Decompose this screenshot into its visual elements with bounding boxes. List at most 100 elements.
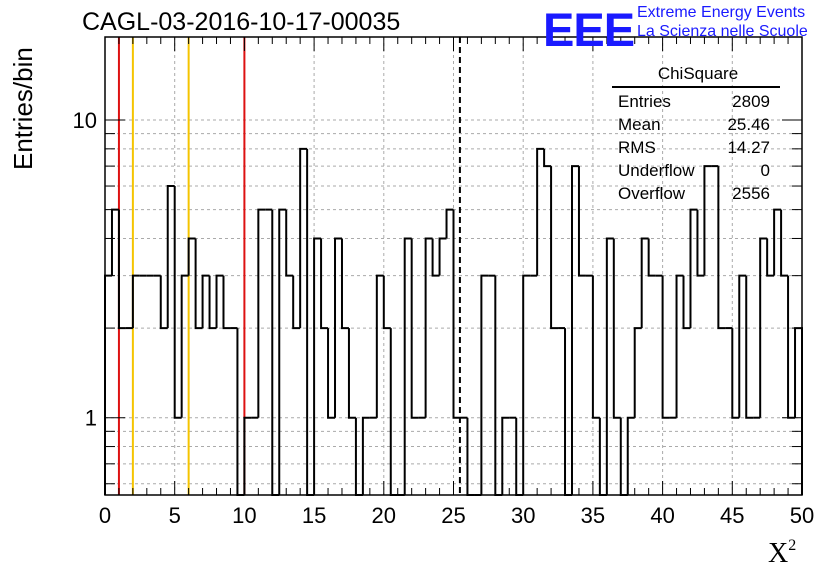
x-tick-label: 5: [169, 503, 181, 528]
stats-value: 0: [760, 161, 770, 180]
stats-label: Mean: [618, 115, 661, 134]
histogram-bin: [696, 209, 705, 277]
histogram-bin: [494, 275, 503, 496]
x-tick-label: 0: [99, 503, 111, 528]
histogram-bin: [215, 274, 224, 329]
histogram-bin: [452, 209, 461, 419]
histogram-bin: [570, 165, 579, 495]
logo-line-2: La Scienza nelle Scuole: [637, 23, 808, 40]
histogram-bin: [766, 238, 775, 277]
stats-label: RMS: [618, 138, 656, 157]
histogram-bin: [389, 328, 398, 496]
histogram-bin: [285, 209, 294, 277]
x-tick-label: 40: [650, 503, 674, 528]
stats-value: 14.27: [727, 138, 770, 157]
histogram-bin: [640, 237, 649, 329]
x-axis-label-text: X: [768, 538, 789, 569]
stats-divider: [612, 86, 780, 88]
histogram-bin: [271, 209, 280, 496]
histogram-bin: [431, 238, 440, 277]
histogram-bin: [104, 274, 112, 495]
y-axis-label: Entries/bin: [8, 47, 38, 170]
y-tick-label: 10: [73, 108, 97, 133]
histogram-bin: [320, 238, 329, 330]
histogram-bin: [375, 274, 384, 418]
histogram-bin: [327, 328, 336, 419]
x-tick-label: 30: [511, 503, 535, 528]
y-tick-label: 1: [85, 406, 97, 431]
histogram-bin: [543, 148, 552, 168]
x-tick-label: 25: [441, 503, 465, 528]
histogram-bin: [159, 275, 168, 330]
histogram-bin: [703, 165, 712, 276]
histogram-bin: [689, 208, 698, 329]
stats-value: 25.46: [727, 115, 770, 134]
eee-logo: EEE: [543, 3, 635, 56]
histogram-bin: [403, 237, 412, 495]
stats-row: Mean 25.46: [612, 113, 780, 136]
stats-row: Overflow 2556: [612, 182, 780, 205]
histogram-bin: [591, 275, 600, 419]
histogram-bin: [501, 416, 510, 495]
histogram-bin: [682, 275, 691, 330]
histogram-bin: [313, 237, 322, 495]
histogram-bin: [222, 275, 231, 330]
histogram-bin: [773, 208, 782, 276]
histogram-bin: [445, 208, 454, 239]
histogram-bin: [110, 208, 119, 276]
histogram-bin: [131, 274, 140, 329]
histogram-bin: [522, 274, 531, 495]
histogram-bin: [278, 208, 287, 495]
histogram-bin: [424, 237, 433, 418]
stats-row: Underflow 0: [612, 159, 780, 182]
histogram-bin: [759, 237, 768, 418]
histogram-bin: [187, 237, 196, 276]
x-tick-label: 10: [232, 503, 256, 528]
stats-value: 2556: [732, 184, 770, 203]
histogram-bin: [647, 238, 656, 277]
x-tick-label: 50: [790, 503, 814, 528]
chart-title: CAGL-03-2016-10-17-00035: [82, 8, 401, 36]
histogram-bin: [306, 148, 315, 496]
histogram-bin: [612, 238, 621, 419]
histogram-bin: [794, 327, 803, 495]
histogram-bin: [480, 274, 489, 495]
stats-value: 2809: [732, 92, 770, 111]
x-tick-label: 45: [720, 503, 744, 528]
histogram-bin: [675, 274, 684, 418]
stats-box: ChiSquare Entries 2809 Mean 25.46 RMS 14.27…: [612, 64, 780, 205]
histogram-bin: [731, 328, 740, 419]
histogram-bin: [564, 328, 572, 496]
stats-row: RMS 14.27: [612, 136, 780, 159]
x-tick-label: 20: [372, 503, 396, 528]
stats-row: Entries 2809: [612, 90, 780, 113]
histogram-bin: [334, 237, 342, 418]
histogram-bin: [166, 185, 175, 329]
x-axis-label: X2: [768, 537, 796, 570]
histogram-bin: [633, 327, 642, 418]
histogram-bin: [236, 328, 245, 496]
histogram-bin: [438, 237, 447, 276]
histogram-bin: [347, 328, 356, 419]
histogram-bin: [201, 274, 210, 329]
reference-lines: [117, 37, 461, 495]
histogram-bin: [550, 166, 559, 330]
stats-name: ChiSquare: [657, 64, 739, 83]
histogram-bin: [382, 275, 391, 330]
histogram-bin: [194, 238, 203, 330]
histogram-bin: [626, 416, 635, 495]
histogram-bin: [173, 186, 182, 419]
histogram-bin: [208, 275, 217, 330]
histogram-bin: [605, 237, 614, 495]
stats-label: Overflow: [618, 184, 686, 203]
histogram-bin: [577, 166, 586, 277]
histogram-bin: [117, 209, 126, 330]
histogram-bin: [661, 275, 670, 419]
logo-line-1: Extreme Energy Events: [637, 4, 806, 21]
histogram-bin: [536, 147, 545, 276]
x-tick-label: 15: [302, 503, 326, 528]
histogram-bin: [292, 275, 301, 330]
histogram-bin: [717, 166, 726, 330]
tick-labels: 0 5 10 15 20 25 30 35 40 45 50 1 10: [73, 108, 815, 528]
